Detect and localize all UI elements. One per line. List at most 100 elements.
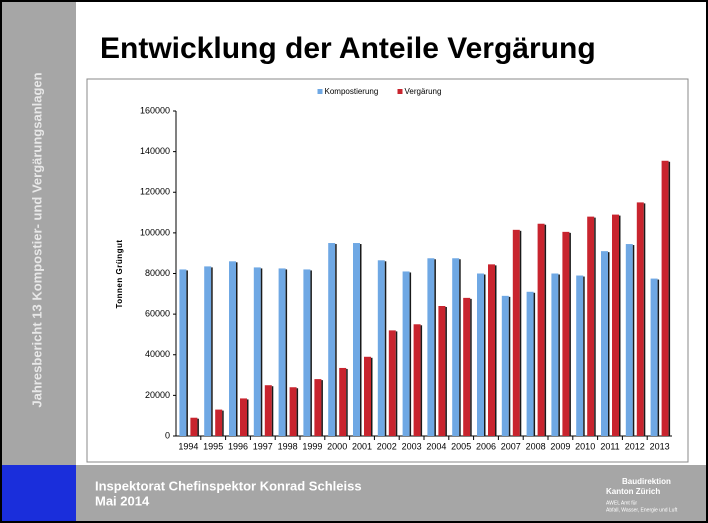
x-tick-label: 2003 (402, 441, 422, 451)
legend-swatch (397, 89, 403, 94)
x-tick-label: 2006 (476, 441, 496, 451)
bar (402, 271, 410, 436)
bar (427, 258, 435, 436)
bar-shade (519, 230, 522, 436)
bar-shade (459, 259, 461, 436)
footer-line: Mai 2014 (95, 493, 150, 508)
bar-shade (384, 261, 387, 436)
x-tick-label: 2001 (352, 441, 372, 451)
bar (179, 269, 187, 436)
bar-shade (619, 215, 621, 436)
bar-shade (445, 307, 447, 436)
x-tick-label: 2004 (426, 441, 446, 451)
legend-swatch (317, 89, 323, 94)
bar (264, 385, 272, 436)
bar-shade (409, 272, 412, 436)
x-tick-label: 2013 (650, 441, 670, 451)
bar (537, 223, 545, 436)
bar (289, 387, 297, 436)
bar (377, 260, 385, 436)
bar-shade (395, 331, 398, 436)
bar (551, 273, 559, 436)
y-tick-label: 120000 (140, 187, 170, 197)
bar-shade (508, 296, 511, 436)
bar-shade (346, 368, 348, 436)
bar (229, 261, 236, 436)
corner-square (0, 465, 76, 523)
y-tick-label: 100000 (140, 227, 170, 237)
bar (353, 243, 360, 436)
bar (328, 243, 336, 436)
bar (612, 214, 619, 436)
x-tick-label: 2010 (575, 441, 595, 451)
bar-shade (484, 274, 486, 436)
bar (463, 297, 471, 436)
bar-shade (211, 267, 213, 436)
x-tick-label: 2011 (600, 441, 619, 451)
y-tick-label: 60000 (145, 309, 170, 319)
bar (303, 269, 311, 436)
bar-shade (668, 161, 671, 436)
y-tick-label: 80000 (145, 268, 170, 278)
bar (253, 267, 261, 436)
y-tick-label: 140000 (140, 146, 170, 156)
bar (512, 229, 520, 436)
bar (240, 398, 247, 436)
chart-title: Entwicklung der Anteile Vergärung (100, 32, 596, 65)
x-tick-label: 1999 (302, 441, 322, 451)
chart-area (86, 78, 689, 463)
bar-shade (470, 298, 472, 436)
bar-shade (632, 245, 635, 436)
bar (339, 367, 347, 436)
bar-shade (360, 244, 362, 436)
x-tick-label: 2007 (501, 441, 521, 451)
bar (661, 160, 669, 436)
bar (636, 202, 644, 436)
bar-shade (296, 388, 299, 436)
x-tick-label: 2008 (526, 441, 546, 451)
x-tick-label: 2012 (625, 441, 645, 451)
bar (190, 417, 198, 436)
x-tick-label: 2000 (327, 441, 347, 451)
bar (364, 356, 371, 436)
bar-shade (594, 217, 596, 436)
logo-text: Kanton Zürich (606, 487, 660, 496)
legend-label: Vergärung (405, 87, 442, 96)
bar (601, 251, 608, 436)
bar (477, 273, 484, 436)
bar-shade (434, 259, 436, 436)
x-tick-label: 1996 (228, 441, 248, 451)
y-tick-label: 160000 (140, 105, 170, 115)
bar-shade (420, 325, 423, 436)
x-tick-label: 1997 (253, 441, 273, 451)
bar (388, 330, 396, 436)
y-tick-label: 40000 (145, 349, 170, 359)
bar-shade (260, 268, 263, 436)
bar-shade (569, 232, 571, 436)
x-tick-label: 2009 (550, 441, 570, 451)
bar (204, 266, 212, 436)
bar (215, 409, 223, 436)
y-tick-label: 0 (165, 430, 170, 440)
logo-text: Abfall, Wasser, Energie und Luft (606, 507, 678, 513)
logo-text: AWEL Amt für (606, 500, 637, 506)
bar (501, 295, 509, 436)
bar-shade (186, 270, 188, 436)
bar (625, 244, 633, 436)
bar (526, 291, 534, 436)
bar (438, 306, 446, 436)
sidebar-text: Jahresbericht 13 Kompostier- und Vergäru… (29, 72, 44, 407)
bar-shade (236, 262, 238, 436)
y-axis-label: Tonnen Grüngut (115, 239, 124, 308)
x-tick-label: 1994 (178, 441, 198, 451)
bar (488, 264, 495, 436)
bar-shade (608, 252, 610, 436)
bar-shade (285, 269, 288, 436)
bar-shade (643, 203, 646, 436)
bar (587, 216, 595, 436)
x-tick-label: 2002 (377, 441, 397, 451)
bar-shade (583, 276, 585, 436)
bar (650, 278, 658, 436)
footer-line: Inspektorat Chefinspektor Konrad Schleis… (95, 478, 362, 493)
